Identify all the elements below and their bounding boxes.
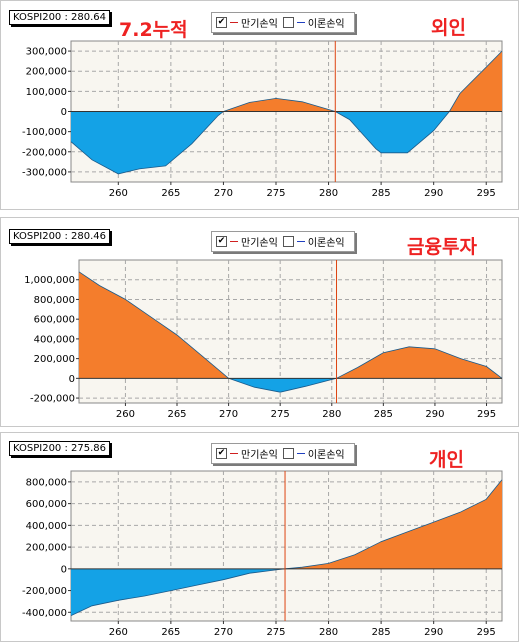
y-tick-label: 0 (61, 564, 67, 575)
y-tick-label: 1,000,000 (24, 275, 75, 286)
y-tick-label: 800,000 (34, 295, 75, 306)
x-tick-label: 265 (167, 409, 186, 420)
y-tick-label: 100,000 (26, 87, 67, 98)
x-tick-label: 295 (477, 627, 496, 638)
x-tick-label: 290 (425, 409, 444, 420)
pnl-chart-1: 260 265 270 275 280 285 290 295 300,000 200,000 10… (1, 1, 520, 211)
y-tick-label: -200,000 (22, 586, 67, 597)
x-tick-label: 280 (319, 188, 338, 199)
x-tick-label: 265 (161, 188, 180, 199)
y-tick-label: 800,000 (26, 477, 67, 488)
y-tick-label: -100,000 (22, 127, 67, 138)
y-tick-label: -300,000 (22, 167, 67, 178)
x-tick-label: 260 (109, 627, 128, 638)
y-tick-label: 400,000 (34, 334, 75, 345)
x-tick-label: 270 (214, 188, 233, 199)
x-tick-label: 290 (424, 627, 443, 638)
chart-panel-1: KOSPI200 : 280.64 7.2누적 ✔ 만기손익 이론손익 외인 2… (0, 0, 519, 210)
pnl-chart-2: 260 265 270 275 280 285 290 295 1,000,000 800,000… (1, 218, 520, 428)
y-tick-label: 200,000 (34, 354, 75, 365)
x-tick-label: 270 (219, 409, 238, 420)
y-tick-label: 300,000 (26, 47, 67, 58)
x-tick-label: 260 (109, 188, 128, 199)
x-tick-label: 265 (161, 627, 180, 638)
y-tick-label: 0 (69, 374, 75, 385)
x-tick-label: 270 (214, 627, 233, 638)
x-tick-label: 280 (319, 627, 338, 638)
x-tick-label: 275 (266, 627, 285, 638)
y-tick-label: 400,000 (26, 521, 67, 532)
x-tick-label: 295 (477, 188, 496, 199)
x-tick-label: 260 (116, 409, 135, 420)
y-tick-label: 0 (61, 107, 67, 118)
x-tick-label: 275 (271, 409, 290, 420)
y-tick-label: 600,000 (26, 499, 67, 510)
y-tick-label: 200,000 (26, 543, 67, 554)
x-tick-label: 275 (266, 188, 285, 199)
y-tick-label: 600,000 (34, 315, 75, 326)
x-tick-label: 290 (424, 188, 443, 199)
x-tick-label: 285 (372, 188, 391, 199)
x-tick-label: 285 (374, 409, 393, 420)
x-tick-label: 295 (477, 409, 496, 420)
x-tick-label: 285 (372, 627, 391, 638)
y-tick-label: -200,000 (30, 394, 75, 405)
y-tick-label: -200,000 (22, 147, 67, 158)
x-tick-label: 280 (322, 409, 341, 420)
y-tick-label: 200,000 (26, 67, 67, 78)
y-tick-label: -400,000 (22, 608, 67, 619)
pnl-chart-3: 260 265 270 275 280 285 290 295 800,000 600,000 40… (1, 433, 520, 643)
